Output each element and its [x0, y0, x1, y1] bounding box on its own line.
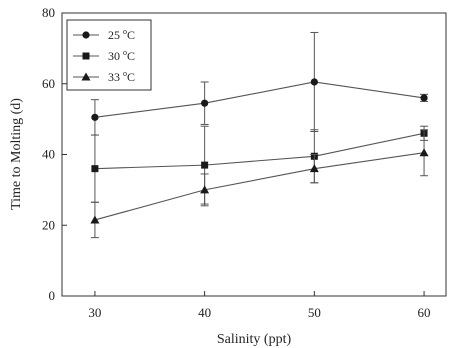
data-point	[90, 215, 100, 224]
legend-marker	[82, 52, 90, 60]
legend-label-degree: o	[123, 69, 127, 78]
series-circle	[90, 31, 429, 136]
data-point	[309, 164, 319, 173]
series-line	[94, 132, 425, 170]
y-tick-label: 60	[42, 76, 55, 91]
legend-label: 25 oC	[108, 27, 135, 42]
y-axis-title: Time to Molting (d)	[9, 98, 24, 210]
legend-label-value: 25	[108, 28, 123, 42]
data-point	[310, 78, 318, 86]
data-point	[419, 148, 429, 157]
legend-item: 33 oC	[73, 69, 135, 84]
legend-label-unit: C	[127, 49, 135, 63]
x-tick-label: 30	[88, 305, 101, 320]
legend-marker	[81, 72, 91, 81]
series-line	[94, 81, 425, 118]
legend-label-value: 33	[108, 70, 123, 84]
legend-label-degree: o	[123, 48, 127, 57]
y-tick-label: 40	[42, 147, 55, 162]
legend-box	[66, 19, 152, 91]
axis-ticks: 0 20 40 60 80 30 40 50 60	[42, 5, 431, 320]
x-axis-title: Salinity (ppt)	[217, 332, 292, 347]
data-point	[200, 185, 210, 194]
data-point	[420, 94, 428, 102]
series-layer	[90, 31, 429, 239]
legend-item: 30 oC	[73, 48, 135, 63]
legend-marker	[82, 31, 90, 39]
x-tick-label: 50	[308, 305, 321, 320]
x-tick-label: 40	[198, 305, 211, 320]
series-triangle	[90, 129, 429, 239]
data-point	[91, 165, 99, 173]
data-point	[91, 113, 99, 121]
legend-label: 33 oC	[108, 69, 135, 84]
series-line	[94, 152, 425, 221]
legend-item: 25 oC	[73, 27, 135, 42]
x-tick-label: 60	[418, 305, 431, 320]
legend-label-unit: C	[127, 28, 135, 42]
legend-label-degree: o	[123, 27, 127, 36]
series-square	[90, 125, 429, 205]
y-tick-label: 0	[49, 288, 56, 303]
y-tick-label: 20	[42, 217, 55, 232]
legend-label-value: 30	[108, 49, 123, 63]
legend-label-unit: C	[127, 70, 135, 84]
y-tick-label: 80	[42, 5, 55, 20]
data-point	[201, 161, 209, 169]
legend-label: 30 oC	[108, 48, 135, 63]
data-point	[201, 99, 209, 107]
